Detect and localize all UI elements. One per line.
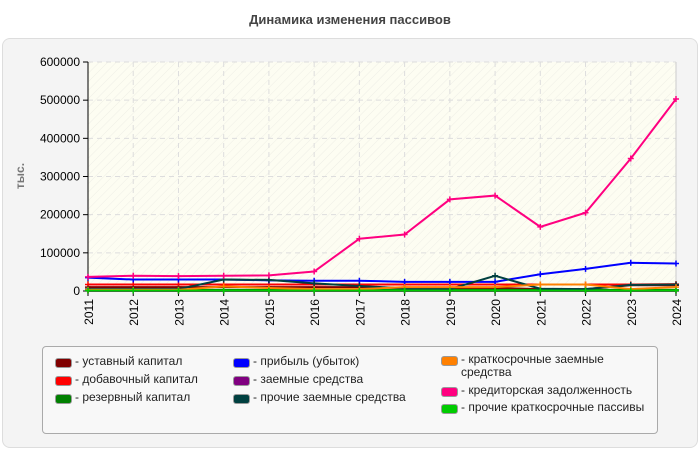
legend-swatch bbox=[441, 404, 458, 414]
data-point bbox=[537, 223, 544, 230]
x-tick-label: 2012 bbox=[127, 299, 141, 326]
legend-item: - прочие заемные средства bbox=[233, 391, 406, 404]
legend: - уставный капитал - добавочный капитал - … bbox=[42, 346, 658, 434]
data-point bbox=[673, 96, 679, 103]
x-tick-label: 2018 bbox=[399, 299, 413, 326]
data-point bbox=[311, 280, 318, 287]
data-point bbox=[356, 235, 363, 242]
line-chart: 0 100000 200000 300000 400000 500000 600000 201… bbox=[13, 55, 684, 326]
legend-item: - резервный капитал bbox=[55, 391, 190, 404]
legend-swatch bbox=[55, 358, 72, 368]
data-point bbox=[627, 155, 634, 162]
legend-item: - заемные средства bbox=[233, 373, 363, 386]
x-tick-label: 2023 bbox=[625, 299, 639, 326]
series-line-3 bbox=[87, 261, 677, 283]
y-axis-label: тыс. bbox=[13, 163, 27, 189]
data-point bbox=[175, 273, 182, 280]
legend-label: - кредиторская задолженность bbox=[461, 383, 633, 397]
y-tick-label: 400000 bbox=[40, 131, 80, 145]
y-tick-label: 0 bbox=[73, 284, 80, 298]
data-point bbox=[220, 272, 227, 279]
legend-swatch bbox=[55, 394, 72, 404]
legend-label: - уставный капитал bbox=[75, 354, 183, 368]
data-point bbox=[446, 278, 453, 285]
data-point bbox=[582, 209, 589, 216]
data-point bbox=[85, 287, 91, 294]
x-tick-label: 2015 bbox=[263, 299, 277, 326]
data-point bbox=[582, 265, 589, 272]
x-tick-label: 2014 bbox=[218, 299, 232, 326]
legend-label: - резервный капитал bbox=[75, 390, 191, 404]
x-tick-label: 2022 bbox=[580, 299, 594, 326]
data-point bbox=[537, 287, 544, 294]
legend-item: - краткосрочные заемные средства bbox=[441, 353, 651, 379]
legend-label: - краткосрочные заемные средства bbox=[461, 352, 604, 379]
y-tick-label: 500000 bbox=[40, 93, 80, 107]
data-point bbox=[582, 287, 589, 294]
series-line-6 bbox=[88, 283, 677, 291]
legend-label: - прочие краткосрочные пассивы bbox=[461, 400, 645, 414]
legend-item: - уставный капитал bbox=[55, 355, 182, 368]
data-point bbox=[311, 287, 318, 294]
legend-swatch bbox=[233, 394, 250, 404]
legend-swatch bbox=[441, 387, 458, 397]
y-tick-label: 200000 bbox=[40, 208, 80, 222]
data-point bbox=[537, 281, 544, 288]
legend-label: - заемные средства bbox=[253, 372, 364, 386]
x-tick-label: 2016 bbox=[308, 299, 322, 326]
legend-label: - прибыль (убыток) bbox=[253, 354, 360, 368]
data-point bbox=[265, 287, 272, 294]
data-point bbox=[492, 272, 499, 279]
data-point bbox=[673, 287, 679, 294]
y-tick-label: 100000 bbox=[40, 246, 80, 260]
data-point bbox=[627, 259, 634, 266]
y-tick-label: 600000 bbox=[40, 55, 80, 69]
legend-swatch bbox=[55, 376, 72, 386]
data-point bbox=[265, 272, 272, 279]
legend-swatch bbox=[441, 356, 458, 366]
x-tick-label: 2019 bbox=[444, 299, 458, 326]
data-point bbox=[220, 287, 227, 294]
x-tick-label: 2017 bbox=[353, 299, 367, 326]
data-point bbox=[492, 278, 499, 285]
data-point bbox=[401, 278, 408, 285]
series-line-7 bbox=[87, 98, 677, 278]
data-point bbox=[356, 277, 363, 284]
data-point bbox=[401, 231, 408, 238]
data-point bbox=[401, 287, 408, 294]
data-point bbox=[446, 196, 453, 203]
data-point bbox=[492, 192, 499, 199]
legend-swatch bbox=[233, 376, 250, 386]
data-point bbox=[175, 287, 182, 294]
data-point bbox=[130, 287, 137, 294]
x-tick-label: 2020 bbox=[489, 299, 503, 326]
x-tick-label: 2013 bbox=[172, 299, 186, 326]
legend-item: - прочие краткосрочные пассивы bbox=[441, 401, 651, 414]
legend-swatch bbox=[233, 358, 250, 368]
x-tick-label: 2021 bbox=[534, 299, 548, 326]
data-point bbox=[537, 271, 544, 278]
x-tick-label: 2011 bbox=[82, 299, 96, 325]
legend-item: - добавочный капитал bbox=[55, 373, 198, 386]
legend-label: - добавочный капитал bbox=[75, 372, 198, 386]
chart-title: Динамика изменения пассивов bbox=[249, 12, 451, 27]
legend-item: - кредиторская задолженность bbox=[441, 384, 651, 397]
x-tick-label: 2024 bbox=[670, 299, 684, 326]
data-point bbox=[627, 287, 634, 294]
y-tick-label: 300000 bbox=[40, 170, 80, 184]
data-point bbox=[130, 272, 137, 279]
data-point bbox=[356, 287, 363, 294]
data-point bbox=[85, 273, 91, 280]
data-point bbox=[446, 287, 453, 294]
data-point bbox=[582, 281, 589, 288]
data-point bbox=[311, 268, 318, 275]
data-point bbox=[673, 260, 679, 267]
legend-label: - прочие заемные средства bbox=[253, 390, 406, 404]
legend-item: - прибыль (убыток) bbox=[233, 355, 359, 368]
data-point bbox=[492, 287, 499, 294]
